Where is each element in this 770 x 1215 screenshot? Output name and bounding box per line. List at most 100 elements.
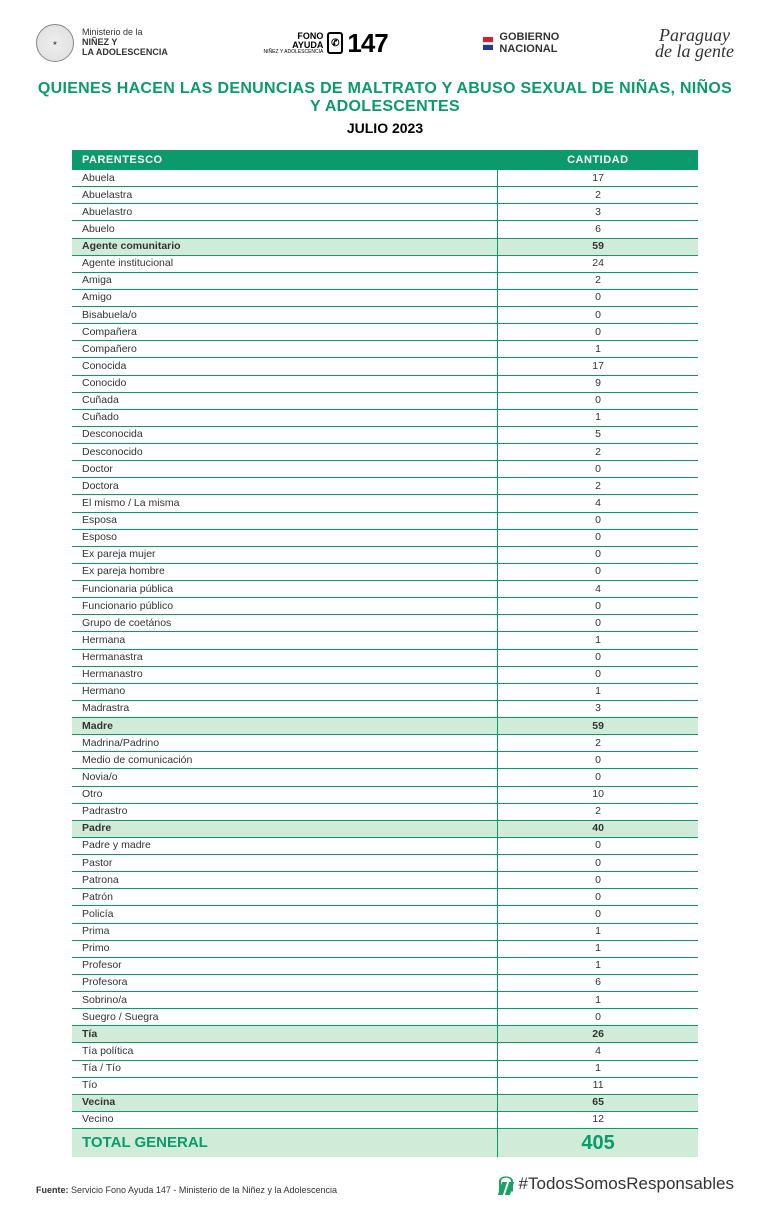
cell-label: Tía (72, 1026, 498, 1043)
cell-value: 4 (498, 1043, 698, 1060)
table-row: Cuñada0 (72, 392, 698, 409)
table-row: Desconocido2 (72, 444, 698, 461)
table-row: Padre y madre0 (72, 837, 698, 854)
cell-label: Novia/o (72, 769, 498, 786)
table-row: Suegro / Suegra0 (72, 1009, 698, 1026)
cell-value: 17 (498, 358, 698, 375)
cell-value: 1 (498, 992, 698, 1009)
cell-value: 6 (498, 221, 698, 238)
table-row: Madrastra3 (72, 700, 698, 717)
table-row: Policía0 (72, 906, 698, 923)
cell-value: 9 (498, 375, 698, 392)
table-row: Compañero1 (72, 341, 698, 358)
table-row: Prima1 (72, 923, 698, 940)
table-row: Vecina65 (72, 1094, 698, 1111)
cell-label: Esposo (72, 529, 498, 546)
cell-label: Otro (72, 786, 498, 803)
slogan-line2: de la gente (655, 43, 734, 59)
cell-value: 4 (498, 495, 698, 512)
table-row: Padrastro2 (72, 803, 698, 820)
cell-label: Cuñada (72, 392, 498, 409)
cell-label: Hermana (72, 632, 498, 649)
table-row: Sobrino/a1 (72, 992, 698, 1009)
table-row: Medio de comunicación0 (72, 752, 698, 769)
cell-value: 0 (498, 837, 698, 854)
fono-logo: FONO AYUDA NIÑEZ Y ADOLESCENCIA ✆ 147 (264, 28, 388, 59)
cell-value: 0 (498, 649, 698, 666)
cell-label: Funcionaria pública (72, 581, 498, 598)
table-row: Abuelo6 (72, 221, 698, 238)
cell-value: 3 (498, 204, 698, 221)
table-row: Tía / Tío1 (72, 1060, 698, 1077)
table-row: Novia/o0 (72, 769, 698, 786)
gob-line2: NACIONAL (499, 43, 559, 55)
cell-value: 2 (498, 803, 698, 820)
cell-value: 0 (498, 906, 698, 923)
table-body: Abuela17Abuelastra2Abuelastro3Abuelo6Age… (72, 170, 698, 1157)
cell-value: 65 (498, 1094, 698, 1111)
table-row: Amiga2 (72, 272, 698, 289)
cell-value: 2 (498, 478, 698, 495)
cell-value: 0 (498, 546, 698, 563)
cell-label: Tía política (72, 1043, 498, 1060)
table-row: Desconocida5 (72, 426, 698, 443)
col-cantidad: CANTIDAD (498, 150, 698, 170)
cell-label: Conocido (72, 375, 498, 392)
table-row: Tía26 (72, 1026, 698, 1043)
source-label: Fuente: (36, 1185, 69, 1195)
cell-label: Hermanastro (72, 666, 498, 683)
cell-label: Madre (72, 718, 498, 735)
cell-label: Abuelastra (72, 187, 498, 204)
table-row: Abuela17 (72, 170, 698, 187)
table-row: Esposo0 (72, 529, 698, 546)
page-subtitle: JULIO 2023 (36, 120, 734, 136)
table-row: Vecino12 (72, 1111, 698, 1128)
cell-label: Hermanastra (72, 649, 498, 666)
table-row: Patrón0 (72, 889, 698, 906)
table-row: Tío11 (72, 1077, 698, 1094)
page-title: QUIENES HACEN LAS DENUNCIAS DE MALTRATO … (36, 80, 734, 116)
table-row: Bisabuela/o0 (72, 307, 698, 324)
cell-value: 0 (498, 392, 698, 409)
table-row: Otro10 (72, 786, 698, 803)
cell-label: Conocida (72, 358, 498, 375)
table-row: Abuelastro3 (72, 204, 698, 221)
cell-value: 59 (498, 718, 698, 735)
cell-label: Amigo (72, 289, 498, 306)
cell-label: Ex pareja hombre (72, 563, 498, 580)
cell-value: 2 (498, 187, 698, 204)
cell-value: 0 (498, 563, 698, 580)
cell-value: 0 (498, 872, 698, 889)
cell-label: Compañera (72, 324, 498, 341)
cell-label: Patrón (72, 889, 498, 906)
cell-value: 5 (498, 426, 698, 443)
gobierno-logo: GOBIERNO NACIONAL (483, 31, 559, 55)
cell-label: Prima (72, 923, 498, 940)
cell-value: 0 (498, 666, 698, 683)
cell-value: 1 (498, 1060, 698, 1077)
table-row: Madrina/Padrino2 (72, 735, 698, 752)
table-row: Profesora6 (72, 974, 698, 991)
cell-value: 1 (498, 341, 698, 358)
cell-label: Sobrino/a (72, 992, 498, 1009)
header-logos: ★ Ministerio de la NIÑEZ Y LA ADOLESCENC… (36, 24, 734, 62)
cell-value: 0 (498, 615, 698, 632)
cell-value: 1 (498, 940, 698, 957)
cell-label: Esposa (72, 512, 498, 529)
cell-value: 0 (498, 598, 698, 615)
cell-value: 40 (498, 820, 698, 837)
cell-label: Padrastro (72, 803, 498, 820)
cell-label: Abuela (72, 170, 498, 187)
cell-value: 0 (498, 461, 698, 478)
cell-label: Madrastra (72, 700, 498, 717)
cell-value: 59 (498, 238, 698, 255)
cell-label: Compañero (72, 341, 498, 358)
cell-label: Desconocido (72, 444, 498, 461)
cell-label: Vecino (72, 1111, 498, 1128)
table-row: Primo1 (72, 940, 698, 957)
cell-label: Funcionario público (72, 598, 498, 615)
cell-value: 0 (498, 289, 698, 306)
cell-label: Padre (72, 820, 498, 837)
table-row: Doctora2 (72, 478, 698, 495)
cell-label: Hermano (72, 683, 498, 700)
